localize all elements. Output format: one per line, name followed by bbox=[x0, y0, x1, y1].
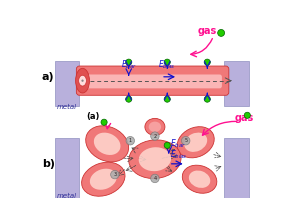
Circle shape bbox=[218, 29, 225, 36]
Text: $E_{bias}$: $E_{bias}$ bbox=[158, 59, 176, 71]
FancyBboxPatch shape bbox=[83, 74, 222, 88]
Circle shape bbox=[181, 136, 190, 145]
Circle shape bbox=[151, 174, 159, 183]
Text: a): a) bbox=[42, 72, 54, 82]
Text: 5: 5 bbox=[184, 138, 187, 143]
FancyBboxPatch shape bbox=[55, 138, 79, 198]
FancyBboxPatch shape bbox=[55, 61, 79, 106]
Circle shape bbox=[110, 170, 119, 179]
Ellipse shape bbox=[129, 140, 181, 179]
Ellipse shape bbox=[94, 133, 121, 155]
Ellipse shape bbox=[182, 165, 217, 193]
Text: 1: 1 bbox=[129, 138, 132, 143]
Text: $E_{bar}$: $E_{bar}$ bbox=[170, 137, 186, 150]
Ellipse shape bbox=[139, 147, 171, 171]
Ellipse shape bbox=[189, 171, 210, 188]
Ellipse shape bbox=[177, 127, 214, 158]
Circle shape bbox=[204, 96, 210, 102]
FancyBboxPatch shape bbox=[224, 138, 249, 198]
Circle shape bbox=[204, 59, 210, 65]
Text: b): b) bbox=[42, 159, 55, 169]
Circle shape bbox=[126, 59, 132, 65]
Ellipse shape bbox=[90, 169, 117, 190]
Circle shape bbox=[164, 59, 170, 65]
Text: 4: 4 bbox=[153, 176, 157, 181]
Text: metal: metal bbox=[57, 104, 77, 110]
Text: gas: gas bbox=[198, 26, 217, 36]
FancyBboxPatch shape bbox=[224, 61, 249, 106]
Text: 2: 2 bbox=[153, 134, 157, 139]
Circle shape bbox=[126, 96, 132, 102]
Circle shape bbox=[164, 142, 170, 149]
Circle shape bbox=[101, 119, 107, 125]
Circle shape bbox=[164, 96, 170, 102]
Circle shape bbox=[81, 80, 84, 82]
Text: gas: gas bbox=[235, 113, 254, 123]
Ellipse shape bbox=[184, 133, 207, 152]
Ellipse shape bbox=[79, 75, 86, 86]
Circle shape bbox=[126, 136, 135, 145]
Ellipse shape bbox=[82, 162, 125, 196]
Circle shape bbox=[151, 132, 159, 140]
Ellipse shape bbox=[145, 118, 165, 135]
Text: metal: metal bbox=[57, 193, 77, 199]
Ellipse shape bbox=[86, 126, 129, 162]
Text: $E_{bar}$: $E_{bar}$ bbox=[121, 59, 137, 71]
Circle shape bbox=[244, 112, 250, 118]
Ellipse shape bbox=[149, 122, 161, 132]
Ellipse shape bbox=[76, 68, 89, 93]
Text: $E_{bias}$: $E_{bias}$ bbox=[170, 148, 188, 161]
Text: 3: 3 bbox=[113, 172, 116, 177]
FancyBboxPatch shape bbox=[76, 66, 229, 95]
Text: (a): (a) bbox=[87, 112, 100, 121]
